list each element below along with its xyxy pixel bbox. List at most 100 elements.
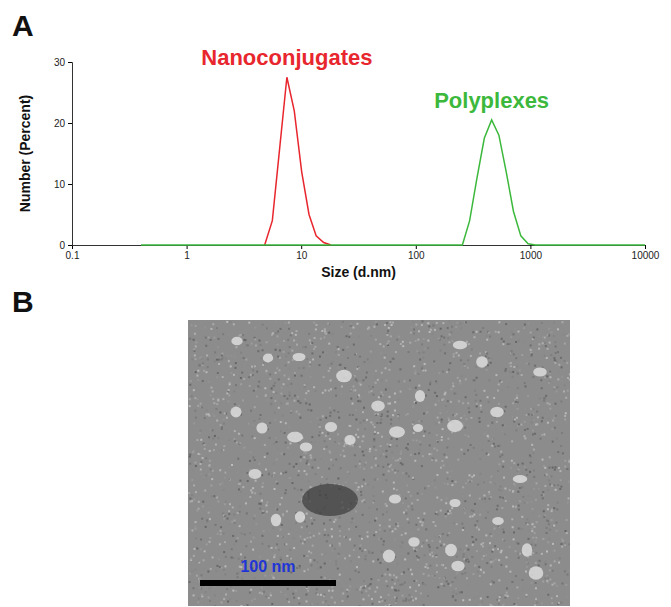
noise-speck (407, 351, 409, 353)
noise-speck (554, 427, 556, 429)
noise-speck (556, 508, 558, 510)
noise-speck (230, 365, 232, 367)
noise-speck (199, 364, 201, 366)
noise-speck (191, 529, 193, 531)
noise-speck (447, 438, 449, 440)
noise-speck (189, 338, 191, 340)
noise-speck (423, 435, 425, 437)
noise-speck (275, 508, 277, 510)
y-tick-mark (68, 62, 72, 63)
noise-speck (396, 595, 398, 597)
noise-speck (556, 595, 558, 597)
noise-speck (216, 598, 218, 600)
noise-speck (406, 484, 408, 486)
noise-speck (304, 541, 306, 543)
noise-speck (444, 577, 446, 579)
noise-speck (364, 428, 366, 430)
noise-speck (462, 529, 464, 531)
noise-speck (203, 559, 205, 561)
noise-speck (269, 437, 271, 439)
noise-speck (561, 546, 563, 548)
noise-speck (349, 555, 351, 557)
noise-speck (561, 376, 563, 378)
noise-speck (402, 502, 404, 504)
noise-speck (365, 590, 367, 592)
noise-speck (388, 509, 390, 511)
noise-speck (232, 535, 234, 537)
noise-speck (218, 356, 220, 358)
noise-speck (254, 327, 256, 329)
noise-speck (368, 552, 370, 554)
noise-speck (223, 419, 225, 421)
noise-speck (275, 321, 277, 323)
noise-speck (298, 470, 300, 472)
noise-speck (436, 497, 438, 499)
noise-speck (284, 492, 286, 494)
noise-speck (233, 374, 235, 376)
noise-speck (414, 372, 416, 374)
noise-speck (556, 391, 558, 393)
noise-speck (560, 486, 562, 488)
noise-speck (340, 606, 342, 607)
noise-speck (455, 352, 457, 354)
noise-speck (236, 600, 238, 602)
noise-speck (436, 322, 438, 324)
noise-speck (535, 537, 537, 539)
noise-speck (549, 371, 551, 373)
noise-speck (541, 553, 543, 555)
noise-speck (402, 345, 404, 347)
noise-speck (274, 382, 276, 384)
noise-speck (364, 464, 366, 466)
noise-speck (552, 467, 554, 469)
noise-speck (379, 524, 381, 526)
series-label: Polyplexes (434, 88, 549, 113)
noise-speck (295, 590, 297, 592)
noise-speck (472, 515, 474, 517)
noise-speck (468, 407, 470, 409)
noise-speck (373, 440, 375, 442)
noise-speck (367, 484, 369, 486)
noise-speck (511, 440, 513, 442)
noise-speck (191, 358, 193, 360)
noise-speck (247, 604, 249, 606)
noise-speck (436, 474, 438, 476)
noise-speck (196, 398, 198, 400)
noise-speck (248, 376, 250, 378)
noise-speck (430, 329, 432, 331)
noise-speck (426, 411, 428, 413)
noise-speck (328, 370, 330, 372)
noise-speck (490, 533, 492, 535)
noise-speck (313, 386, 315, 388)
noise-speck (549, 456, 551, 458)
noise-speck (534, 433, 536, 435)
noise-speck (479, 352, 481, 354)
noise-speck (471, 415, 473, 417)
noise-speck (273, 385, 275, 387)
noise-speck (359, 466, 361, 468)
noise-speck (297, 400, 299, 402)
noise-speck (513, 417, 515, 419)
noise-speck (233, 514, 235, 516)
noise-speck (294, 372, 296, 374)
noise-speck (235, 346, 237, 348)
noise-speck (205, 337, 207, 339)
noise-speck (292, 605, 294, 606)
noise-speck (276, 459, 278, 461)
noise-speck (487, 364, 489, 366)
noise-speck (274, 419, 276, 421)
noise-speck (405, 532, 407, 534)
noise-speck (359, 460, 361, 462)
noise-speck (250, 374, 252, 376)
noise-speck (281, 387, 283, 389)
noise-speck (502, 529, 504, 531)
noise-speck (546, 550, 548, 552)
noise-speck (274, 387, 276, 389)
noise-speck (236, 442, 238, 444)
noise-speck (549, 376, 551, 378)
noise-speck (339, 535, 341, 537)
noise-speck (564, 360, 566, 362)
noise-speck (372, 424, 374, 426)
noise-speck (515, 429, 517, 431)
noise-speck (517, 387, 519, 389)
noise-speck (497, 505, 499, 507)
